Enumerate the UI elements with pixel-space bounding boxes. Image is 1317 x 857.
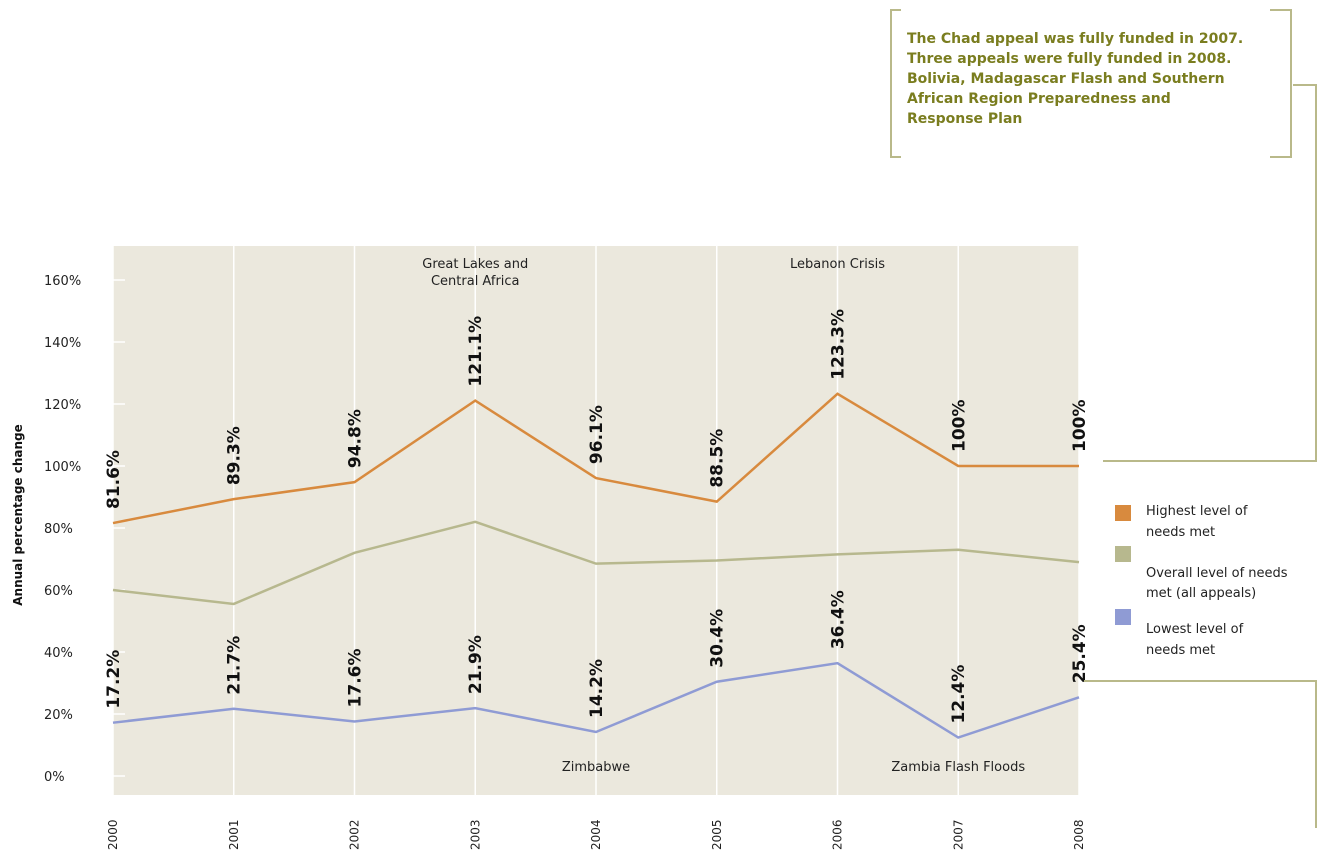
- data-label-lowest: 30.4%: [708, 609, 728, 668]
- callout-line: Response Plan: [907, 111, 1022, 127]
- data-label-lowest: 17.6%: [346, 648, 366, 707]
- data-label-highest: 89.3%: [225, 426, 245, 485]
- legend-swatch: [1115, 609, 1131, 625]
- legend: Highest level of needs met Overall level o…: [1115, 504, 1288, 658]
- y-tick-label: 0%: [44, 770, 65, 785]
- grid-lines: [112, 246, 1080, 795]
- legend-swatch: [1115, 505, 1131, 521]
- callout-connector: [1103, 84, 1317, 462]
- data-label-lowest: 14.2%: [587, 659, 607, 718]
- series-line-overall: [112, 520, 1080, 606]
- y-tick-label: 120%: [44, 398, 81, 413]
- callout-box: The Chad appeal was fully funded in 2007…: [890, 9, 1317, 828]
- x-tick-label: 2000: [106, 819, 120, 850]
- annotation-text: Central Africa: [431, 274, 520, 289]
- legend-label: Lowest level of: [1146, 622, 1244, 637]
- x-tick-label: 2005: [710, 819, 724, 850]
- data-label-highest: 81.6%: [104, 450, 124, 509]
- legend-label: met (all appeals): [1146, 586, 1256, 601]
- callout-bracket-right: [1270, 9, 1292, 158]
- y-tick-label: 160%: [44, 274, 81, 289]
- data-label-lowest: 17.2%: [104, 650, 124, 709]
- x-tick-label: 2003: [468, 819, 482, 850]
- data-labels: 81.6% 89.3% 94.8% 121.1% 96.1% 88.5% 123.3% 100…: [104, 309, 1090, 724]
- data-label-lowest: 21.7%: [225, 636, 245, 695]
- series-lines: [112, 392, 1080, 739]
- data-label-lowest: 36.4%: [829, 590, 849, 649]
- data-label-highest: 100%: [949, 399, 969, 452]
- x-tick-label: 2002: [348, 819, 362, 850]
- y-tick-label: 80%: [44, 522, 73, 537]
- y-tick-label: 60%: [44, 584, 73, 599]
- x-tick-label: 2001: [227, 819, 241, 850]
- y-axis-ticks: 0% 20% 40% 60% 80% 100% 120% 140% 160%: [44, 274, 125, 785]
- data-label-lowest: 25.4%: [1070, 624, 1090, 683]
- annotation-text: Zambia Flash Floods: [891, 760, 1025, 775]
- data-label-highest: 121.1%: [466, 316, 486, 387]
- x-tick-label: 2007: [951, 819, 965, 850]
- x-tick-label: 2004: [589, 819, 603, 850]
- x-tick-label: 2006: [831, 819, 845, 850]
- legend-label: needs met: [1146, 643, 1215, 658]
- y-tick-label: 20%: [44, 708, 73, 723]
- annotation-text: Zimbabwe: [562, 760, 630, 775]
- data-label-highest: 123.3%: [829, 309, 849, 380]
- annotation-text: Great Lakes and: [422, 257, 528, 272]
- data-label-highest: 96.1%: [587, 405, 607, 464]
- callout-line: Three appeals were fully funded in 2008.: [907, 51, 1231, 67]
- callout-line: Bolivia, Madagascar Flash and Southern: [907, 71, 1225, 87]
- series-line-highest: [112, 392, 1079, 525]
- y-tick-label: 40%: [44, 646, 73, 661]
- callout-connector-lower: [1084, 680, 1317, 828]
- legend-label: Highest level of: [1146, 504, 1248, 519]
- y-axis-label: Annual percentage change: [11, 424, 25, 606]
- callout-bracket-left: [890, 9, 901, 158]
- legend-swatch: [1115, 546, 1131, 562]
- legend-label: needs met: [1146, 525, 1215, 540]
- x-tick-label: 2008: [1072, 819, 1086, 850]
- data-label-highest: 100%: [1070, 399, 1090, 452]
- callout-line: The Chad appeal was fully funded in 2007…: [907, 31, 1243, 47]
- data-label-highest: 88.5%: [708, 429, 728, 488]
- legend-label: Overall level of needs: [1146, 566, 1288, 581]
- annotations: Great Lakes and Central Africa Lebanon Cri…: [422, 257, 1025, 775]
- data-label-lowest: 12.4%: [949, 665, 969, 724]
- data-label-lowest: 21.9%: [466, 635, 486, 694]
- y-tick-label: 140%: [44, 336, 81, 351]
- x-axis-ticks: 2000 2001 2002 2003 2004 2005 2006 2007 2008: [106, 819, 1086, 850]
- annotation-text: Lebanon Crisis: [790, 257, 885, 272]
- y-tick-label: 100%: [44, 460, 81, 475]
- data-label-highest: 94.8%: [346, 409, 366, 468]
- series-line-lowest: [112, 661, 1080, 739]
- callout-line: African Region Preparedness and: [907, 91, 1171, 107]
